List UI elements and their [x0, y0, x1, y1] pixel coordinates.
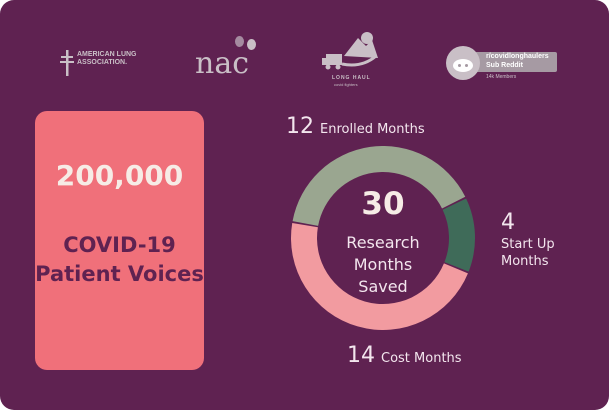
cost-label: 14 Cost Months: [347, 343, 462, 368]
startup-value: 4: [501, 210, 515, 235]
nac-logo: nac: [195, 36, 265, 81]
reddit-logo: r/covidlonghaulers Sub Reddit 14k Member…: [446, 46, 561, 82]
patient-voices-card: 200,000 COVID-19 Patient Voices: [35, 111, 204, 370]
patient-count: 200,000: [55, 159, 184, 192]
center-label: Research Months Saved: [346, 233, 420, 296]
center-value: 30: [361, 186, 405, 222]
startup-text: Start Up Months: [501, 237, 555, 269]
donut-segment-enrolled-months: [292, 146, 466, 226]
balloon-icon: [247, 39, 256, 50]
subreddit-members: 14k Members: [486, 74, 517, 80]
donut-segment-start-up-months: [442, 198, 475, 272]
long-haul-subtitle: covid fighters: [334, 82, 358, 87]
enrolled-label: 12 Enrolled Months: [286, 114, 425, 139]
patient-voices-label: COVID-19 Patient Voices: [35, 233, 204, 286]
american-lung-association-logo: AMERICAN LUNG ASSOCIATION.: [60, 50, 140, 76]
lorraine-cross-icon: [60, 50, 74, 76]
cost-text: Cost Months: [381, 351, 462, 366]
subreddit-name: r/covidlonghaulers: [486, 53, 549, 60]
balloon-icon: [235, 36, 244, 47]
startup-label: 4 Start Up Months: [501, 210, 571, 270]
long-haul-title: LONG HAUL: [332, 75, 371, 81]
enrolled-text: Enrolled Months: [320, 122, 425, 137]
donut-segment-cost-months: [291, 222, 468, 330]
ala-logo-text: AMERICAN LUNG ASSOCIATION.: [77, 51, 137, 66]
reddit-banner: [466, 52, 557, 72]
enrolled-value: 12: [286, 114, 314, 139]
long-haul-logo: LONG HAUL covid fighters: [322, 30, 382, 90]
nac-logo-text: nac: [195, 46, 250, 81]
subreddit-type: Sub Reddit: [486, 62, 523, 69]
truck-mountain-icon: [322, 32, 378, 70]
reddit-alien-icon: [446, 46, 480, 80]
cost-value: 14: [347, 343, 375, 368]
